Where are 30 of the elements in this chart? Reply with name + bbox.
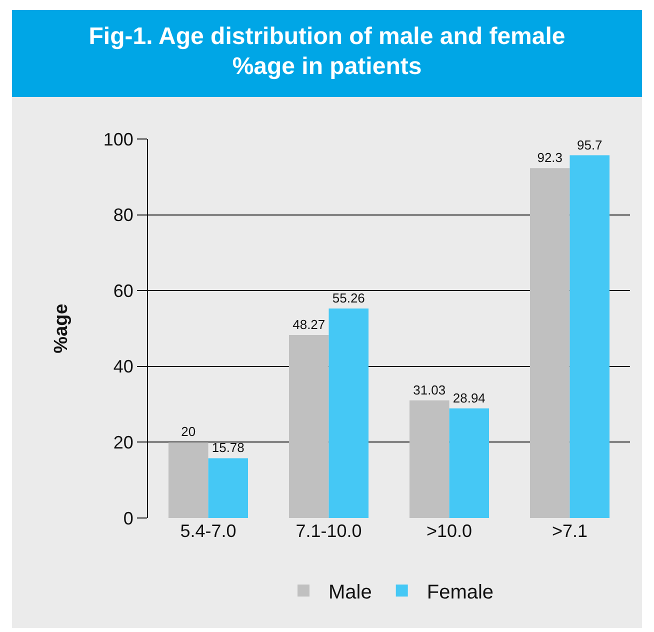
y-tick-label: 60	[113, 280, 134, 301]
x-tick-label: >10.0	[426, 521, 472, 541]
y-tick-label: 40	[113, 356, 134, 377]
y-tick-label: 0	[123, 508, 134, 528]
y-tick-label: 20	[113, 432, 134, 452]
bar	[328, 308, 369, 518]
data-label: 95.7	[576, 137, 602, 152]
y-tick-label: 100	[103, 129, 134, 150]
chart-title: Fig-1. Age distribution of male and female %age in patients	[12, 10, 642, 97]
y-axis-title: %age	[51, 304, 72, 354]
legend-label: Male	[328, 581, 372, 604]
bar	[168, 442, 208, 518]
bar	[530, 168, 570, 518]
data-label: 15.78	[212, 440, 244, 456]
bar	[409, 400, 450, 518]
x-tick-label: 5.4-7.0	[180, 521, 236, 541]
y-tick-label: 80	[113, 205, 134, 226]
data-label: 28.94	[452, 390, 486, 406]
bar	[288, 335, 329, 518]
data-label: 55.26	[332, 290, 365, 306]
data-label: 48.27	[292, 317, 326, 332]
data-label: 31.03	[413, 382, 446, 398]
data-label: 92.3	[537, 150, 563, 166]
bar	[449, 408, 490, 518]
x-tick-label: 7.1-10.0	[296, 521, 362, 541]
bar	[208, 458, 248, 518]
x-tick-label: >7.1	[552, 521, 588, 541]
data-label: 20	[181, 424, 196, 440]
bar	[570, 155, 610, 518]
legend-label: Female	[426, 581, 494, 604]
